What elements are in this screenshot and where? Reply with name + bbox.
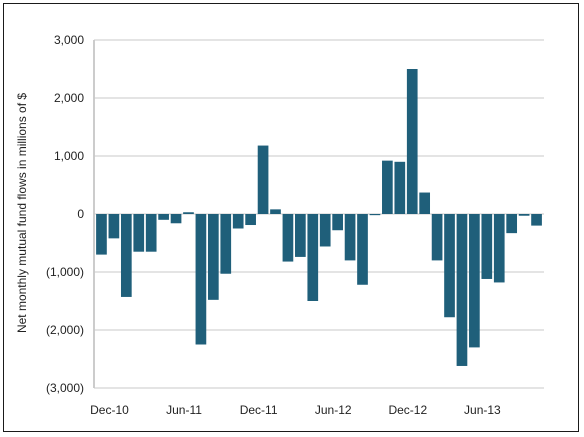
bar-aug-12 xyxy=(344,214,356,261)
bar-jun-12 xyxy=(319,214,331,247)
x-tick-label: Jun-11 xyxy=(166,403,202,417)
y-tick-label: 0 xyxy=(77,207,84,221)
x-tick-label: Dec-12 xyxy=(388,403,427,417)
x-tick-labels: Dec-10 Jun-11 Dec-11 Jun-12 Dec-12 Jun-13 xyxy=(90,403,501,417)
bar-dec-12 xyxy=(394,161,406,214)
y-tick-label: (2,000) xyxy=(46,323,84,337)
bar-sep-12 xyxy=(357,214,368,285)
bar-oct-11 xyxy=(220,214,232,274)
bar-may-13 xyxy=(456,214,468,366)
bar-dec-10 xyxy=(96,214,107,255)
bar-may-11 xyxy=(158,214,169,220)
bar-jul-12 xyxy=(332,214,343,231)
bar-jul-13 xyxy=(481,214,493,279)
x-tick-label: Dec-11 xyxy=(240,403,278,417)
bar-nov-13 xyxy=(531,214,542,226)
bar-jan-13 xyxy=(406,69,418,214)
bar-mar-11 xyxy=(133,214,145,252)
y-tick-label: 1,000 xyxy=(54,149,84,163)
y-tick-labels: 3,000 2,000 1,000 0 (1,000) (2,000) (3,000) xyxy=(46,33,84,395)
x-tick-label: Dec-10 xyxy=(90,403,129,417)
bar-apr-11 xyxy=(145,214,157,252)
bar-jun-13 xyxy=(469,214,480,348)
y-tick-label: (3,000) xyxy=(46,381,84,395)
y-tick-label: (1,000) xyxy=(46,265,84,279)
y-tick-label: 3,000 xyxy=(54,33,84,47)
bar-oct-13 xyxy=(518,214,530,216)
bar-dec-11 xyxy=(245,214,256,226)
bars xyxy=(96,69,542,366)
bar-sep-13 xyxy=(506,214,518,234)
bar-nov-12 xyxy=(382,160,393,214)
bar-jan-12 xyxy=(257,145,269,214)
x-tick-label: Jun-13 xyxy=(464,403,501,417)
bar-jul-11 xyxy=(183,212,194,214)
bar-apr-13 xyxy=(444,214,455,318)
y-axis-label: Net monthly mutual fund flows in million… xyxy=(15,93,29,333)
gridlines xyxy=(93,39,544,389)
bar-feb-11 xyxy=(120,214,132,297)
bar-apr-12 xyxy=(295,214,306,257)
bar-may-12 xyxy=(307,214,319,301)
bar-sep-11 xyxy=(207,214,219,300)
bar-jan-11 xyxy=(108,214,120,239)
bar-jun-11 xyxy=(170,214,182,224)
bar-mar-13 xyxy=(431,214,443,261)
bar-feb-12 xyxy=(270,209,281,214)
bar-feb-13 xyxy=(419,192,431,214)
bar-mar-12 xyxy=(282,214,294,262)
x-tick-label: Jun-12 xyxy=(315,403,352,417)
bar-oct-12 xyxy=(369,214,381,216)
y-tick-label: 2,000 xyxy=(54,91,84,105)
bar-aug-11 xyxy=(195,214,207,345)
bar-aug-13 xyxy=(493,214,505,283)
bar-nov-11 xyxy=(232,214,244,229)
